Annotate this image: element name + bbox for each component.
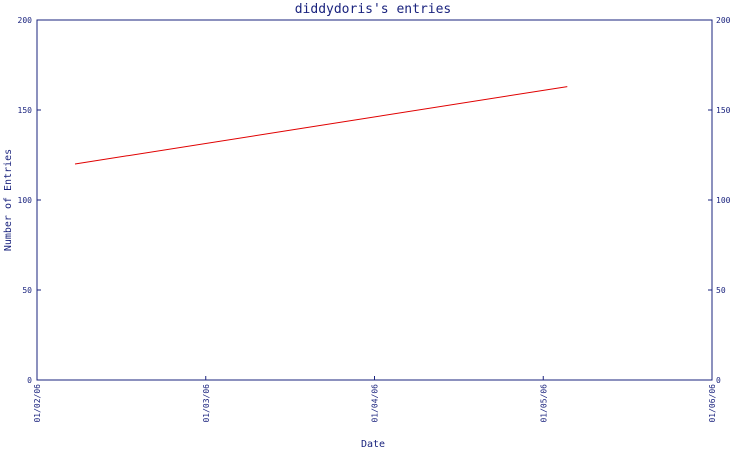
y-tick-label-left: 50: [22, 286, 32, 295]
y-tick-label-left: 100: [18, 196, 33, 205]
y-tick-label-left: 150: [18, 106, 33, 115]
series-line: [74, 86, 568, 165]
y-tick-label-right: 150: [716, 106, 731, 115]
series-group: [74, 86, 568, 165]
x-tick-label: 01/03/06: [202, 384, 211, 423]
y-axis-left: 0 50 100 150 200: [18, 16, 41, 385]
y-tick-label-left: 0: [27, 376, 32, 385]
x-axis-label: Date: [361, 439, 385, 450]
y-axis-label: Number of Entries: [3, 149, 14, 251]
y-tick-label-left: 200: [18, 16, 33, 25]
x-tick-label: 01/02/06: [33, 384, 42, 423]
y-tick-label-right: 0: [716, 376, 721, 385]
y-tick-label-right: 50: [716, 286, 726, 295]
x-axis: 01/02/06 01/03/06 01/04/06 01/05/06 01/06/06: [33, 376, 717, 423]
chart-title: diddydoris's entries: [295, 2, 452, 17]
x-tick-label: 01/05/06: [539, 384, 548, 423]
y-axis-right: 0 50 100 150 200: [708, 16, 731, 385]
y-tick-label-right: 200: [716, 16, 731, 25]
plot-frame: [36, 19, 713, 381]
y-tick-label-right: 100: [716, 196, 731, 205]
x-tick-label: 01/06/06: [708, 384, 717, 423]
x-tick-label: 01/04/06: [371, 384, 380, 423]
